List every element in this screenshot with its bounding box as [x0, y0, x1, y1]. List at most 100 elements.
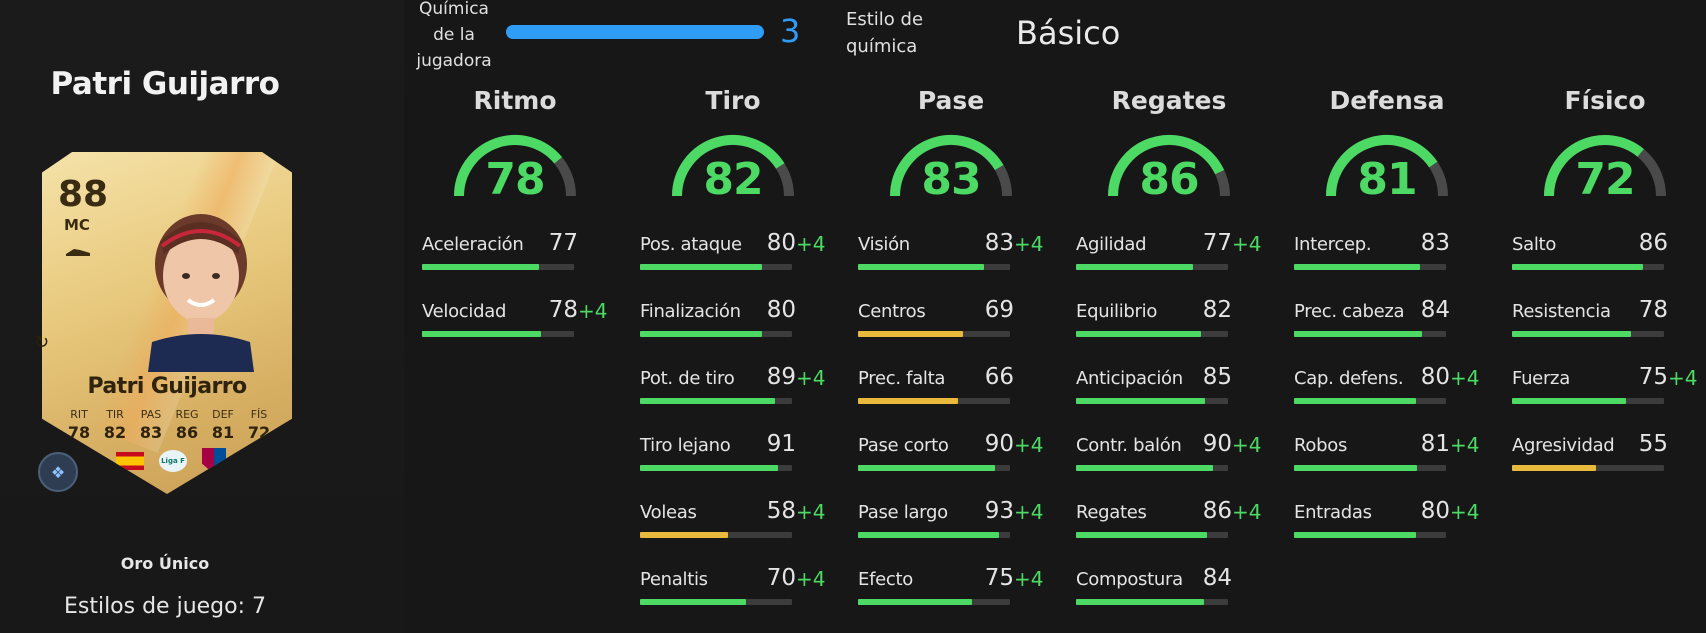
category-gauge: 81	[1319, 128, 1455, 208]
attribute-row[interactable]: Velocidad 78 +4	[420, 291, 610, 358]
attribute-bar	[1076, 532, 1228, 538]
attribute-row[interactable]: Pot. de tiro 89 +4	[638, 358, 828, 425]
attribute-label: Efecto	[858, 569, 913, 590]
card-stat: TIR 82	[100, 408, 130, 442]
attribute-bar-fill	[1512, 264, 1643, 270]
attribute-row[interactable]: Compostura 84	[1074, 559, 1264, 626]
playstyles-count[interactable]: Estilos de juego: 7	[63, 594, 267, 619]
category-gauge: 82	[665, 128, 801, 208]
attribute-label: Agresividad	[1512, 435, 1615, 456]
attribute-row[interactable]: Pase corto 90 +4	[856, 425, 1046, 492]
category-gauge: 78	[447, 128, 583, 208]
card-position: MC	[64, 216, 90, 234]
attribute-bar-fill	[858, 599, 972, 605]
attribute-column-regates: Regates 86 Agilidad 77 +4 Equilibrio 82 Anticip…	[1074, 84, 1264, 626]
attribute-label: Fuerza	[1512, 368, 1570, 389]
attribute-row[interactable]: Pos. ataque 80 +4	[638, 224, 828, 291]
attribute-value: 84	[1202, 565, 1232, 591]
attribute-row[interactable]: Entradas 80 +4	[1292, 492, 1482, 559]
column-title: Físico	[1564, 86, 1646, 115]
attribute-row[interactable]: Finalización 80	[638, 291, 828, 358]
attribute-column-tiro: Tiro 82 Pos. ataque 80 +4 Finalización 80 Pot. …	[638, 84, 828, 626]
card-stat-value: 82	[103, 423, 127, 442]
card-stat-value: 86	[175, 423, 199, 442]
attribute-boost: +4	[1450, 433, 1480, 457]
category-rating: 81	[1357, 154, 1417, 205]
attribute-label: Robos	[1294, 435, 1348, 456]
attribute-label: Aceleración	[422, 234, 524, 255]
attribute-bar-fill	[858, 398, 959, 404]
attribute-label: Anticipación	[1076, 368, 1183, 389]
attribute-boost: +4	[1450, 500, 1480, 524]
attribute-column-pase: Pase 83 Visión 83 +4 Centros 69 Prec. falta 66 Pa…	[856, 84, 1046, 626]
card-stat-label: TIR	[106, 408, 124, 421]
card-stat: REG 86	[172, 408, 202, 442]
attribute-row[interactable]: Resistencia 78	[1510, 291, 1700, 358]
attribute-row[interactable]: Intercep. 83	[1292, 224, 1482, 291]
category-gauge: 86	[1101, 128, 1237, 208]
attribute-value: 70	[766, 565, 796, 591]
attribute-row[interactable]: Fuerza 75 +4	[1510, 358, 1700, 425]
attribute-boost: +4	[796, 567, 826, 591]
attribute-row[interactable]: Visión 83 +4	[856, 224, 1046, 291]
attribute-bar	[1512, 331, 1664, 337]
chemistry-style-label: Estilo de química	[846, 6, 923, 60]
attribute-row[interactable]: Tiro lejano 91	[638, 425, 828, 492]
category-rating: 72	[1575, 154, 1635, 205]
attribute-value: 78	[548, 297, 578, 323]
attribute-label: Prec. falta	[858, 368, 946, 389]
swap-icon[interactable]: ↻	[34, 332, 50, 353]
attribute-value: 80	[766, 297, 796, 323]
attribute-row[interactable]: Efecto 75 +4	[856, 559, 1046, 626]
attribute-row[interactable]: Aceleración 77	[420, 224, 610, 291]
attribute-bar-fill	[1512, 465, 1596, 471]
attribute-bar-fill	[1076, 398, 1206, 404]
player-name: Patri Guijarro	[50, 66, 280, 102]
attribute-row[interactable]: Anticipación 85	[1074, 358, 1264, 425]
gauge-arc	[890, 135, 1004, 197]
attribute-value: 83	[984, 230, 1014, 256]
attribute-boost: +4	[796, 366, 826, 390]
attribute-row[interactable]: Salto 86	[1510, 224, 1700, 291]
attribute-bar-fill	[1076, 264, 1194, 270]
attribute-row[interactable]: Equilibrio 82	[1074, 291, 1264, 358]
attribute-bar	[422, 331, 574, 337]
attribute-value: 82	[1202, 297, 1232, 323]
attribute-label: Equilibrio	[1076, 301, 1158, 322]
attribute-list: Aceleración 77 Velocidad 78 +4	[420, 224, 610, 358]
attribute-bar	[1076, 398, 1228, 404]
attribute-row[interactable]: Regates 86 +4	[1074, 492, 1264, 559]
attribute-row[interactable]: Pase largo 93 +4	[856, 492, 1046, 559]
attribute-bar-fill	[640, 398, 776, 404]
attribute-row[interactable]: Agresividad 55	[1510, 425, 1700, 492]
column-title: Pase	[917, 86, 985, 115]
attribute-value: 77	[1202, 230, 1232, 256]
attribute-value: 81	[1420, 431, 1450, 457]
attribute-label: Compostura	[1076, 569, 1183, 590]
attribute-row[interactable]: Centros 69	[856, 291, 1046, 358]
attribute-list: Pos. ataque 80 +4 Finalización 80 Pot. de tir…	[638, 224, 828, 626]
attribute-value: 91	[766, 431, 796, 457]
card-stats: RIT 78 TIR 82 PAS 83 REG 86 DEF 81 FÍS 7…	[64, 408, 274, 442]
attribute-bar-fill	[858, 331, 963, 337]
chemistry-style-value[interactable]: Básico	[1016, 14, 1121, 52]
attribute-bar	[422, 264, 574, 270]
attribute-row[interactable]: Prec. falta 66	[856, 358, 1046, 425]
player-panel: Patri Guijarro 88 MC Patri Guijarro R	[0, 0, 404, 633]
attribute-row[interactable]: Cap. defens. 80 +4	[1292, 358, 1482, 425]
attribute-row[interactable]: Agilidad 77 +4	[1074, 224, 1264, 291]
attribute-label: Cap. defens.	[1294, 368, 1404, 389]
attribute-bar	[858, 599, 1010, 605]
attribute-bar-fill	[1294, 398, 1416, 404]
attribute-row[interactable]: Voleas 58 +4	[638, 492, 828, 559]
attribute-bar-fill	[1294, 331, 1422, 337]
attribute-row[interactable]: Contr. balón 90 +4	[1074, 425, 1264, 492]
column-title: Tiro	[705, 86, 761, 115]
attribute-row[interactable]: Prec. cabeza 84	[1292, 291, 1482, 358]
player-card[interactable]: 88 MC Patri Guijarro RIT 78	[42, 152, 292, 494]
attribute-bar-fill	[640, 532, 729, 538]
attribute-row[interactable]: Penaltis 70 +4	[638, 559, 828, 626]
attribute-label: Voleas	[640, 502, 697, 523]
chemistry-style-icon[interactable]: ❖	[38, 452, 78, 492]
attribute-row[interactable]: Robos 81 +4	[1292, 425, 1482, 492]
